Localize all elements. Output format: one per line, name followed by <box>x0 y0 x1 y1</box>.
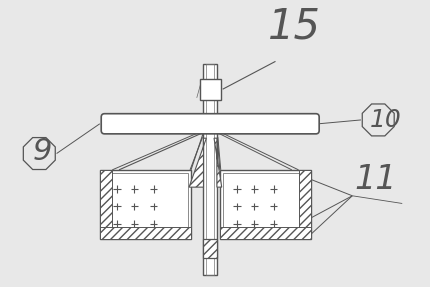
Polygon shape <box>214 138 222 187</box>
Bar <box>103 173 188 236</box>
Bar <box>100 170 112 239</box>
Text: 15: 15 <box>268 5 321 47</box>
Bar <box>100 228 191 239</box>
Text: 11: 11 <box>354 163 397 196</box>
Bar <box>298 170 311 239</box>
Bar <box>203 64 217 276</box>
Bar <box>223 173 308 236</box>
Bar <box>206 64 214 276</box>
Polygon shape <box>189 138 206 187</box>
Bar <box>220 170 311 239</box>
Bar <box>220 228 311 239</box>
Text: 10: 10 <box>369 108 401 132</box>
FancyBboxPatch shape <box>101 114 319 134</box>
Bar <box>100 170 191 239</box>
Bar <box>200 79 221 100</box>
Bar <box>203 239 217 258</box>
Text: 9: 9 <box>33 137 52 166</box>
